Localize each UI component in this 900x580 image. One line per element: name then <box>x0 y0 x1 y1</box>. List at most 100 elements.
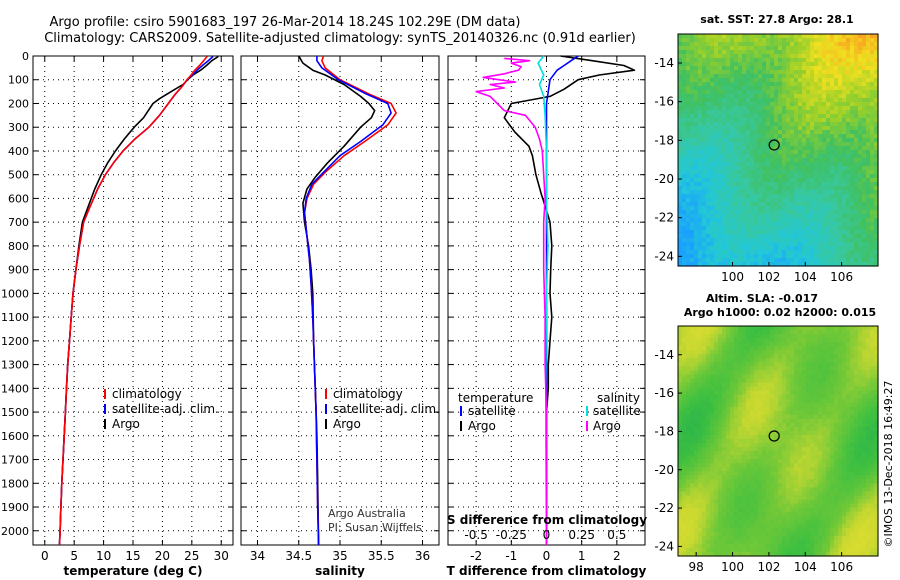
series-line-argo <box>58 55 219 546</box>
map-y-tick-label: -24 <box>654 249 674 263</box>
argo-location-marker <box>768 430 780 442</box>
top-tick-label: 0 <box>543 528 551 542</box>
map-y-tick-label: -16 <box>654 386 674 400</box>
x-tick-label: -1 <box>505 549 517 563</box>
x-axis-label: salinity <box>315 564 365 578</box>
map-x-tick-label: 104 <box>794 560 817 574</box>
top-axis-label: S difference from climatology <box>447 513 647 527</box>
map-y-tick-label: -22 <box>654 211 674 225</box>
y-tick-label: 1900 <box>1 501 29 514</box>
annotation-line-1: Argo Australia <box>328 507 406 520</box>
x-tick-label: 35 <box>332 549 347 563</box>
x-tick-label: 1 <box>578 549 586 563</box>
argo-location-marker <box>768 139 780 151</box>
legend-label: climatology <box>112 387 182 401</box>
annotation-line-2: PI: Susan Wijffels <box>328 521 422 534</box>
y-tick-label: 1700 <box>1 454 29 467</box>
map-y-tick-label: -14 <box>654 348 674 362</box>
map-pixels <box>678 34 879 267</box>
map-y-tick-label: -22 <box>654 501 674 515</box>
legend-label: satellite-adj. clim. <box>333 402 440 416</box>
series-line-satellite-adj-clim- <box>303 56 392 546</box>
y-tick-label: 400 <box>8 145 29 158</box>
x-tick-label: 30 <box>214 549 229 563</box>
legend-left-title: temperature <box>458 391 533 405</box>
legend-label: climatology <box>333 387 403 401</box>
y-tick-label: 800 <box>8 240 29 253</box>
y-tick-label: 0 <box>22 50 29 63</box>
sst-map-title: sat. SST: 27.8 Argo: 28.1 <box>700 13 853 26</box>
x-tick-label: 0 <box>41 549 49 563</box>
y-tick-label: 1300 <box>1 359 29 372</box>
x-axis-label: temperature (deg C) <box>64 564 203 578</box>
x-tick-label: 15 <box>125 549 140 563</box>
x-tick-label: 2 <box>613 549 621 563</box>
series-line-climatology <box>58 55 208 546</box>
map-y-tick-label: -16 <box>654 95 674 109</box>
x-tick-label: 20 <box>155 549 170 563</box>
x-tick-label: 5 <box>70 549 78 563</box>
sla-map: 98 100 102 104 106 -14 -16 -18 -20 -22 -24 <box>654 325 879 574</box>
sla-map-title-line-1: Altim. SLA: -0.017 <box>706 292 818 305</box>
top-tick-label: 0.25 <box>568 528 595 542</box>
map-x-tick-label: 106 <box>830 270 853 284</box>
difference-panel: -2 -1 0 1 2T difference from climatology temp… <box>447 55 647 578</box>
sst-map: 100 102 104 106 -14 -16 -18 -20 -22 -24 <box>654 33 879 284</box>
top-tick-label: 0.5 <box>607 528 626 542</box>
legend-label: Argo <box>333 417 361 431</box>
map-x-tick-label: 100 <box>721 270 744 284</box>
y-tick-label: 300 <box>8 121 29 134</box>
y-tick-label: 900 <box>8 264 29 277</box>
map-y-tick-label: -18 <box>654 133 674 147</box>
map-frame <box>677 33 879 267</box>
map-x-tick-label: 100 <box>721 560 744 574</box>
y-tick-label: 700 <box>8 216 29 229</box>
y-tick-label: 1500 <box>1 406 29 419</box>
series-line-t-argo <box>503 55 636 545</box>
map-frame <box>677 325 879 557</box>
y-tick-label: 500 <box>8 169 29 182</box>
top-tick-label: -0.25 <box>496 528 527 542</box>
x-tick-label: 10 <box>96 549 111 563</box>
x-tick-label: 36 <box>415 549 430 563</box>
legend-label: satellite <box>593 404 641 418</box>
x-tick-label: 34 <box>250 549 265 563</box>
map-y-tick-label: -20 <box>654 463 674 477</box>
credit-text: ©IMOS 13-Dec-2018 16:49:27 <box>882 381 895 548</box>
legend-label: satellite <box>468 404 516 418</box>
series-line-s-argo <box>475 57 548 545</box>
y-tick-label: 600 <box>8 192 29 205</box>
map-y-tick-label: -24 <box>654 539 674 553</box>
temperature-panel: 0 5 10 15 20 25 30 temperature (deg C) 0 100 200 30… <box>1 50 234 578</box>
y-tick-label: 1600 <box>1 430 29 443</box>
sla-map-title-line-2: Argo h1000: 0.02 h2000: 0.015 <box>684 306 876 319</box>
y-tick-label: 100 <box>8 74 29 87</box>
series-line-argo <box>298 55 376 546</box>
x-tick-label: 34.5 <box>285 549 312 563</box>
y-tick-label: 2000 <box>1 525 29 538</box>
figure-title-line-1: Argo profile: csiro 5901683_197 26-Mar-2… <box>50 15 521 30</box>
x-tick-label: 25 <box>184 549 199 563</box>
x-tick-label: 0 <box>543 549 551 563</box>
legend-right-title: salinity <box>597 391 640 405</box>
map-y-tick-label: -18 <box>654 424 674 438</box>
map-x-tick-label: 104 <box>794 270 817 284</box>
top-tick-label: -0.5 <box>464 528 487 542</box>
y-tick-label: 1800 <box>1 477 29 490</box>
legend-label: Argo <box>468 419 496 433</box>
map-x-tick-label: 98 <box>689 560 704 574</box>
y-tick-label: 1200 <box>1 335 29 348</box>
x-tick-label: -2 <box>470 549 482 563</box>
map-x-tick-label: 102 <box>757 560 780 574</box>
series-line-satellite-adj-clim- <box>58 55 214 546</box>
legend-label: satellite-adj. clim. <box>112 402 219 416</box>
map-y-tick-label: -14 <box>654 56 674 70</box>
figure-title-line-2: Climatology: CARS2009. Satellite-adjuste… <box>44 31 636 46</box>
map-x-tick-label: 106 <box>830 560 853 574</box>
legend-label: Argo <box>112 417 140 431</box>
map-pixels <box>678 326 879 557</box>
y-tick-label: 200 <box>8 97 29 110</box>
legend-label: Argo <box>593 419 621 433</box>
y-tick-label: 1400 <box>1 382 29 395</box>
